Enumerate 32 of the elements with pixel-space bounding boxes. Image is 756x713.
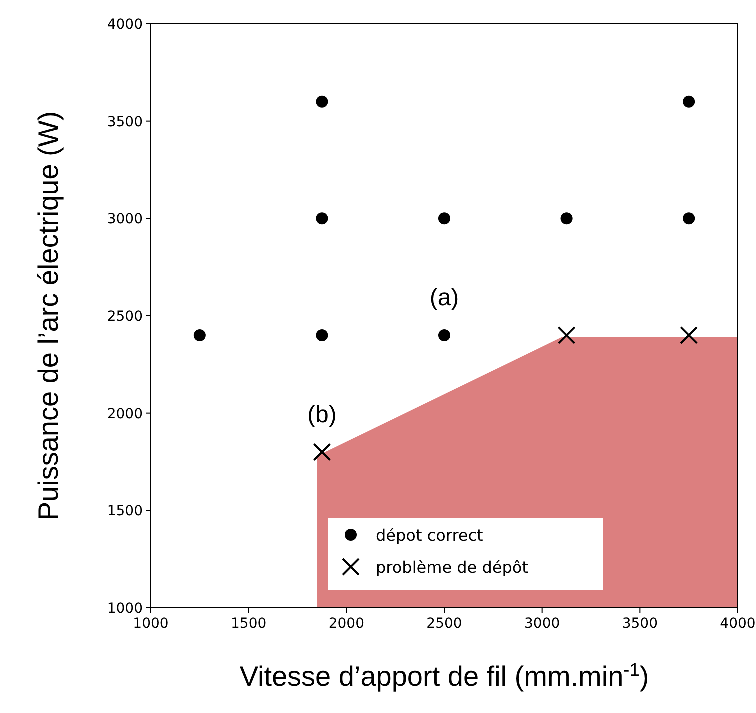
y-tick-label: 4000 xyxy=(107,17,143,33)
x-tick-label: 3000 xyxy=(524,616,560,632)
point xyxy=(194,329,206,342)
legend-label: problème de dépôt xyxy=(376,558,528,577)
x-tick-label: 2000 xyxy=(328,616,364,632)
point xyxy=(438,212,450,225)
y-tick-label: 3000 xyxy=(107,212,143,228)
x-axis-title: Vitesse d’apport de fil (mm.min$^{-1}$) xyxy=(240,660,650,692)
y-axis-title: Puissance de l’arc électrique (W) xyxy=(33,111,64,521)
point xyxy=(560,212,573,225)
y-tick-label: 2000 xyxy=(107,406,143,422)
point xyxy=(680,326,698,344)
x-tick-label: 1000 xyxy=(133,616,169,632)
x-tick-label: 2500 xyxy=(426,616,462,632)
annotation: (a) xyxy=(430,284,460,312)
point xyxy=(558,326,576,344)
y-tick-label: 1000 xyxy=(107,601,143,617)
y-tick-label: 2500 xyxy=(107,309,143,325)
point xyxy=(683,96,696,108)
point xyxy=(316,96,328,108)
point xyxy=(438,329,450,342)
x-tick-label: 4000 xyxy=(720,616,756,632)
x-tick-label: 1500 xyxy=(231,616,267,632)
point xyxy=(683,212,696,225)
y-tick-label: 1500 xyxy=(107,504,143,520)
x-tick-label: 3500 xyxy=(622,616,658,632)
y-tick-label: 3500 xyxy=(107,114,143,130)
point xyxy=(316,212,328,225)
legend-label: dépot correct xyxy=(376,526,484,545)
point xyxy=(316,329,328,342)
annotation: (b) xyxy=(308,401,337,428)
point xyxy=(313,443,332,462)
